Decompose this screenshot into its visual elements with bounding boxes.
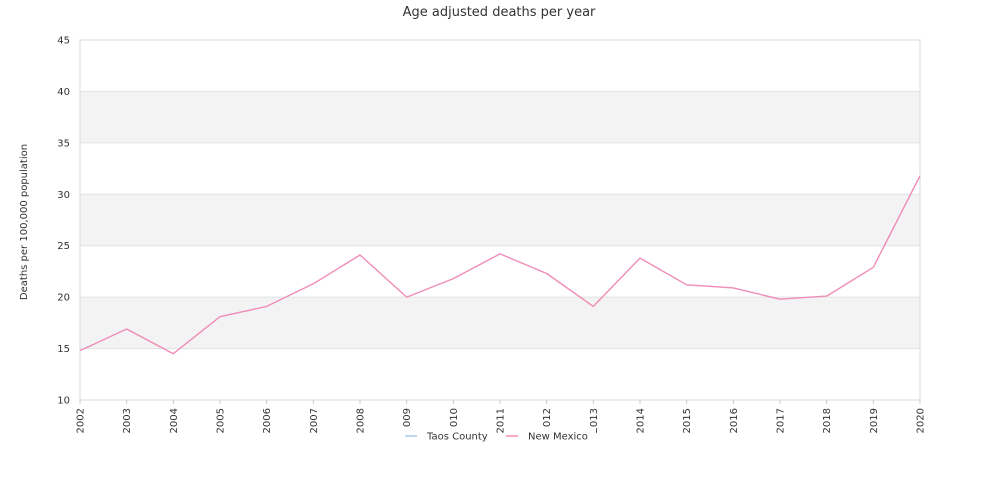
y-tick-label: 15	[57, 344, 70, 355]
x-tick-label: 2006	[262, 408, 273, 433]
y-tick-label: 40	[57, 87, 70, 98]
x-tick-label: 2020	[916, 408, 927, 433]
x-tick-label: 2013	[589, 408, 600, 433]
grid-band	[80, 297, 920, 349]
y-axis-label: Deaths per 100,000 population	[19, 144, 30, 300]
x-tick-label: 2007	[309, 408, 320, 433]
x-tick-label: 2016	[729, 408, 740, 433]
legend-item-bg	[504, 427, 596, 441]
legend-label[interactable]: Taos County	[426, 432, 488, 443]
grid-band	[80, 194, 920, 246]
x-tick-label: 2018	[822, 408, 833, 433]
grid-band	[80, 348, 920, 400]
x-tick-label: 2011	[496, 408, 507, 433]
x-tick-label: 2017	[776, 408, 787, 433]
x-tick-label: 2015	[682, 408, 693, 433]
x-axis-ticks: 2002 2003 2004 2005 2006 2007 2008 2009 2010 2011…	[76, 400, 927, 433]
chart-title: Age adjusted deaths per year	[403, 5, 596, 20]
x-tick-label: 2009	[402, 408, 413, 433]
x-tick-label: 2005	[216, 408, 227, 433]
x-tick-label: 2012	[542, 408, 553, 433]
series-line	[79, 175, 921, 355]
series-layer	[79, 175, 921, 355]
x-tick-label: 2008	[356, 408, 367, 433]
x-tick-label: 2003	[122, 408, 133, 433]
grid-band	[80, 40, 920, 92]
x-tick-label: 2010	[449, 408, 460, 433]
x-tick-label: 2014	[636, 408, 647, 433]
grid-bands	[80, 40, 920, 400]
grid-band	[80, 91, 920, 143]
y-tick-label: 10	[57, 396, 70, 407]
y-tick-label: 30	[57, 190, 70, 201]
x-tick-label: 2002	[76, 408, 87, 433]
x-tick-label: 2004	[169, 408, 180, 433]
y-tick-label: 45	[57, 36, 70, 47]
legend-item-bg	[403, 427, 495, 441]
y-tick-label: 25	[57, 241, 70, 252]
y-tick-label: 35	[57, 138, 70, 149]
y-tick-label: 20	[57, 293, 70, 304]
legend-label[interactable]: New Mexico	[528, 432, 588, 443]
y-axis-ticks: 10 15 20 25 30 35 40 45	[57, 36, 70, 407]
legend: Taos County New Mexico	[403, 427, 596, 443]
x-tick-label: 2019	[869, 408, 880, 433]
grid-band	[80, 142, 920, 195]
